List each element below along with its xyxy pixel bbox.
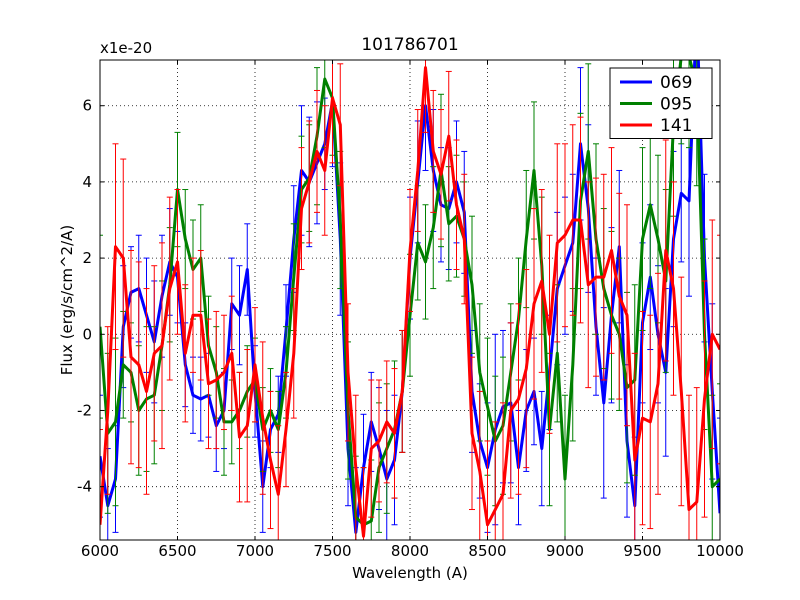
- series-141: [100, 60, 720, 540]
- x-tick-label: 9000: [546, 542, 584, 560]
- chart-title: 101786701: [361, 35, 458, 55]
- axis-ticks: [99, 60, 721, 540]
- x-tick-label: 9500: [623, 542, 661, 560]
- y-tick-label: 0: [82, 325, 92, 343]
- x-tick-label: 6000: [81, 542, 119, 560]
- series-line-095: [100, 60, 720, 527]
- series-line-141: [100, 66, 720, 538]
- legend-label-141: 141: [660, 116, 692, 136]
- y-tick-label: 6: [82, 97, 92, 115]
- x-tick-label: 6500: [158, 542, 196, 560]
- y-tick-label: -4: [77, 478, 92, 496]
- y-tick-label: -2: [77, 401, 92, 419]
- y-offset-label: x1e-20: [100, 39, 152, 57]
- legend-label-095: 095: [660, 95, 692, 115]
- y-tick-label: 4: [82, 173, 92, 191]
- x-tick-label: 7500: [313, 542, 351, 560]
- x-axis-label: Wavelength (A): [352, 564, 468, 582]
- y-tick-label: 2: [82, 249, 92, 267]
- x-tick-label: 7000: [236, 542, 274, 560]
- x-tick-label: 8000: [391, 542, 429, 560]
- legend-label-069: 069: [660, 73, 692, 93]
- x-tick-label: 8500: [468, 542, 506, 560]
- tick-labels: 6000 6500 7000 7500 8000 8500 9000 9500 10000 -4 -…: [77, 97, 744, 560]
- series-layer: [100, 60, 720, 540]
- x-tick-label: 10000: [696, 542, 744, 560]
- y-axis-label: Flux (erg/s/cm^2/A): [58, 225, 76, 376]
